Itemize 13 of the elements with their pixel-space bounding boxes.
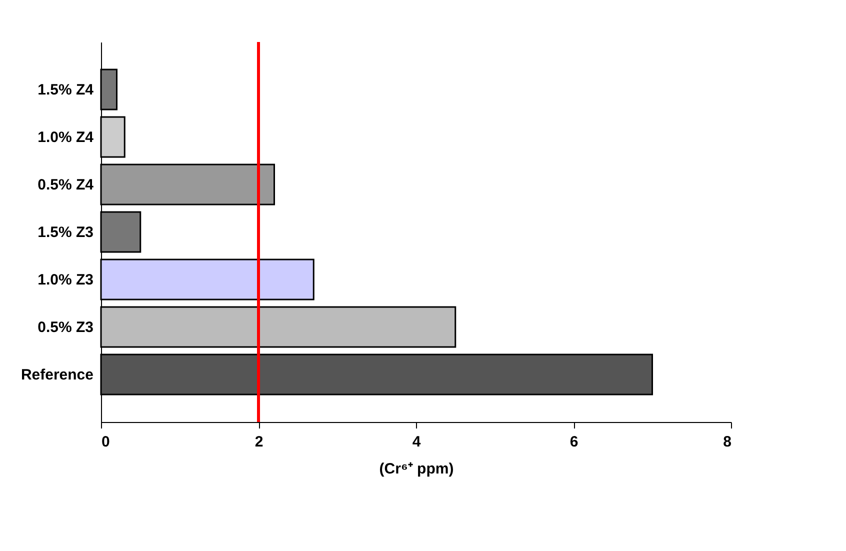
y-tick-label: 1.0% Z3	[38, 272, 94, 288]
y-tick-label: 0.5% Z3	[38, 319, 94, 336]
y-tick-label: 1.5% Z3	[38, 224, 94, 241]
x-tick-label: 0	[102, 434, 110, 450]
x-tick-label: 4	[412, 434, 422, 450]
x-tick-label: 2	[254, 434, 264, 450]
x-tick-label: 6	[570, 434, 578, 450]
x-tick-label: 8	[723, 434, 732, 450]
y-tick-label: Reference	[20, 366, 94, 384]
x-axis-title: (Cr⁶⁺ ppm)	[379, 460, 454, 478]
y-tick-label: 0.5% Z4	[38, 176, 94, 194]
y-tick-label: 1.5% Z4	[38, 82, 94, 98]
y-tick-label: 1.0% Z4	[38, 129, 94, 146]
